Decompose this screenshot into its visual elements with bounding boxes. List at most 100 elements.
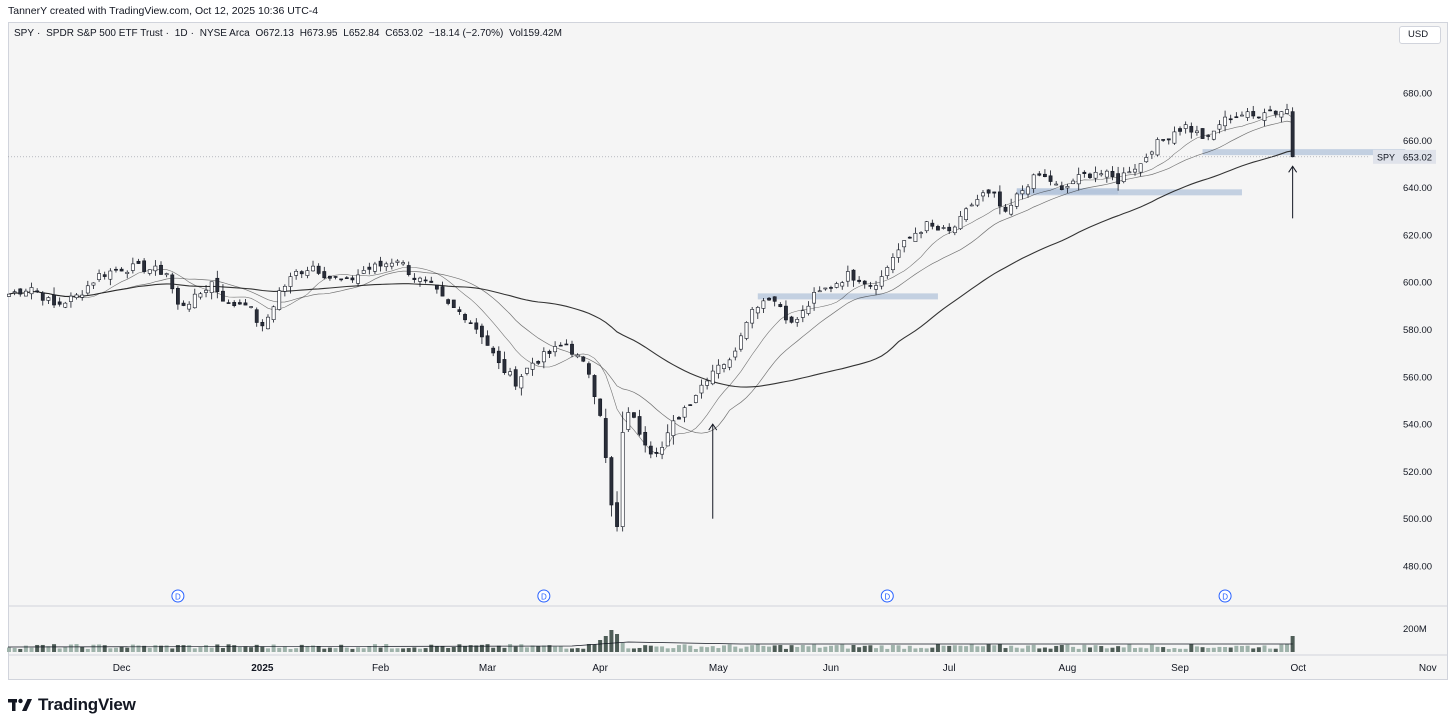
- volume-bar: [631, 648, 636, 652]
- volume-bar: [643, 645, 648, 652]
- legend-sep: ·: [37, 28, 41, 39]
- candle-body: [1088, 173, 1092, 178]
- credit-text: TannerY created with TradingView.com, Oc…: [8, 5, 319, 17]
- x-tick-label: Sep: [1171, 663, 1189, 674]
- volume-bar: [249, 647, 254, 652]
- candle-body: [1037, 173, 1042, 176]
- volume-bar: [1189, 644, 1194, 652]
- candle-body: [772, 296, 777, 302]
- volume-bar: [451, 647, 456, 652]
- candle-body: [789, 316, 794, 323]
- candle-body: [474, 322, 479, 330]
- chart-frame[interactable]: [8, 22, 1448, 680]
- legend-low: L652.84: [343, 28, 380, 39]
- candle-body: [536, 361, 541, 364]
- volume-bar: [52, 644, 57, 652]
- candle-body: [406, 265, 411, 275]
- volume-bar: [7, 647, 11, 652]
- y-tick-label: 640.00: [1403, 183, 1432, 194]
- volume-bar: [964, 646, 969, 652]
- price-label-value-bg: [1399, 149, 1436, 164]
- volume-bar: [1059, 645, 1064, 652]
- volume-bar: [187, 645, 192, 652]
- candle-body: [924, 221, 929, 232]
- candle-body: [1211, 130, 1216, 140]
- candle-body: [885, 267, 890, 276]
- volume-bar: [586, 644, 591, 652]
- candle-body: [1155, 139, 1160, 156]
- volume-bar: [980, 646, 985, 652]
- candle-body: [282, 285, 287, 292]
- volume-bar: [215, 644, 220, 652]
- candle-body: [1279, 111, 1284, 118]
- candle-body: [1183, 124, 1188, 129]
- volume-axis-label: 200M: [1403, 624, 1427, 635]
- candle-body: [609, 457, 614, 506]
- candle-body: [1121, 172, 1126, 182]
- volume-bar: [1268, 648, 1273, 652]
- brand[interactable]: TradingView: [8, 695, 136, 715]
- candle-body: [243, 302, 248, 306]
- volume-bar: [575, 648, 580, 652]
- y-tick-label: 600.00: [1403, 278, 1432, 289]
- candle-body: [277, 290, 282, 310]
- volume-bar: [800, 645, 805, 652]
- volume-bar: [40, 644, 45, 652]
- volume-bar: [795, 646, 800, 652]
- volume-bar: [339, 644, 344, 652]
- candle-body: [1178, 128, 1182, 132]
- candle-body: [1245, 111, 1250, 118]
- price-chart[interactable]: 680.00 660.00 640.00 620.00 600.00 580.00 560.…: [0, 0, 1456, 680]
- candle-body: [1076, 174, 1081, 185]
- candle-body: [1223, 116, 1227, 127]
- volume-bar: [192, 648, 197, 652]
- volume-bar: [986, 644, 991, 652]
- volume-bar: [947, 645, 952, 652]
- legend-open: O672.13: [255, 28, 294, 39]
- volume-bar: [1121, 647, 1126, 652]
- currency-button[interactable]: USD: [1399, 26, 1441, 44]
- candle-body: [130, 263, 135, 271]
- volume-bar: [333, 648, 338, 652]
- legend-sep: ·: [190, 28, 194, 39]
- candle-body: [570, 343, 574, 355]
- candle-body: [463, 314, 467, 321]
- candle-body: [829, 287, 833, 289]
- volume-bar: [1166, 648, 1171, 652]
- volume-bar: [265, 648, 270, 652]
- volume-bar: [457, 644, 462, 652]
- volume-bar: [682, 644, 687, 652]
- legend-volume: Vol159.42M: [509, 28, 562, 39]
- volume-bar: [1234, 645, 1239, 652]
- volume-bar: [828, 645, 833, 652]
- candle-body: [40, 292, 45, 301]
- volume-bar: [581, 648, 586, 652]
- volume-bar: [29, 647, 34, 652]
- candle-body: [63, 302, 68, 308]
- volume-bar: [288, 648, 293, 652]
- volume-bar: [789, 645, 794, 652]
- volume-bar: [648, 645, 653, 652]
- candle-body: [840, 282, 845, 287]
- volume-bar: [699, 646, 704, 652]
- volume-bar: [761, 645, 766, 652]
- volume-bar: [868, 645, 873, 652]
- volume-bar: [1217, 646, 1222, 652]
- candle-body: [1166, 138, 1171, 141]
- dividend-marker-icon: [1218, 589, 1232, 603]
- candle-body: [271, 306, 276, 320]
- candle-body: [671, 420, 676, 436]
- legend-symbol: SPY: [14, 28, 35, 39]
- candle-body: [806, 305, 811, 314]
- candle-body: [170, 274, 175, 290]
- arrow-head: [708, 423, 718, 431]
- volume-bar: [665, 648, 670, 652]
- volume-bar: [767, 646, 772, 652]
- volume-bar: [1251, 648, 1256, 652]
- legend-interval: 1D: [174, 28, 188, 39]
- volume-bar: [85, 648, 90, 652]
- candle-body: [603, 418, 608, 458]
- volume-bar: [305, 646, 310, 652]
- candle-body: [665, 432, 670, 447]
- volume-bar: [1138, 647, 1143, 652]
